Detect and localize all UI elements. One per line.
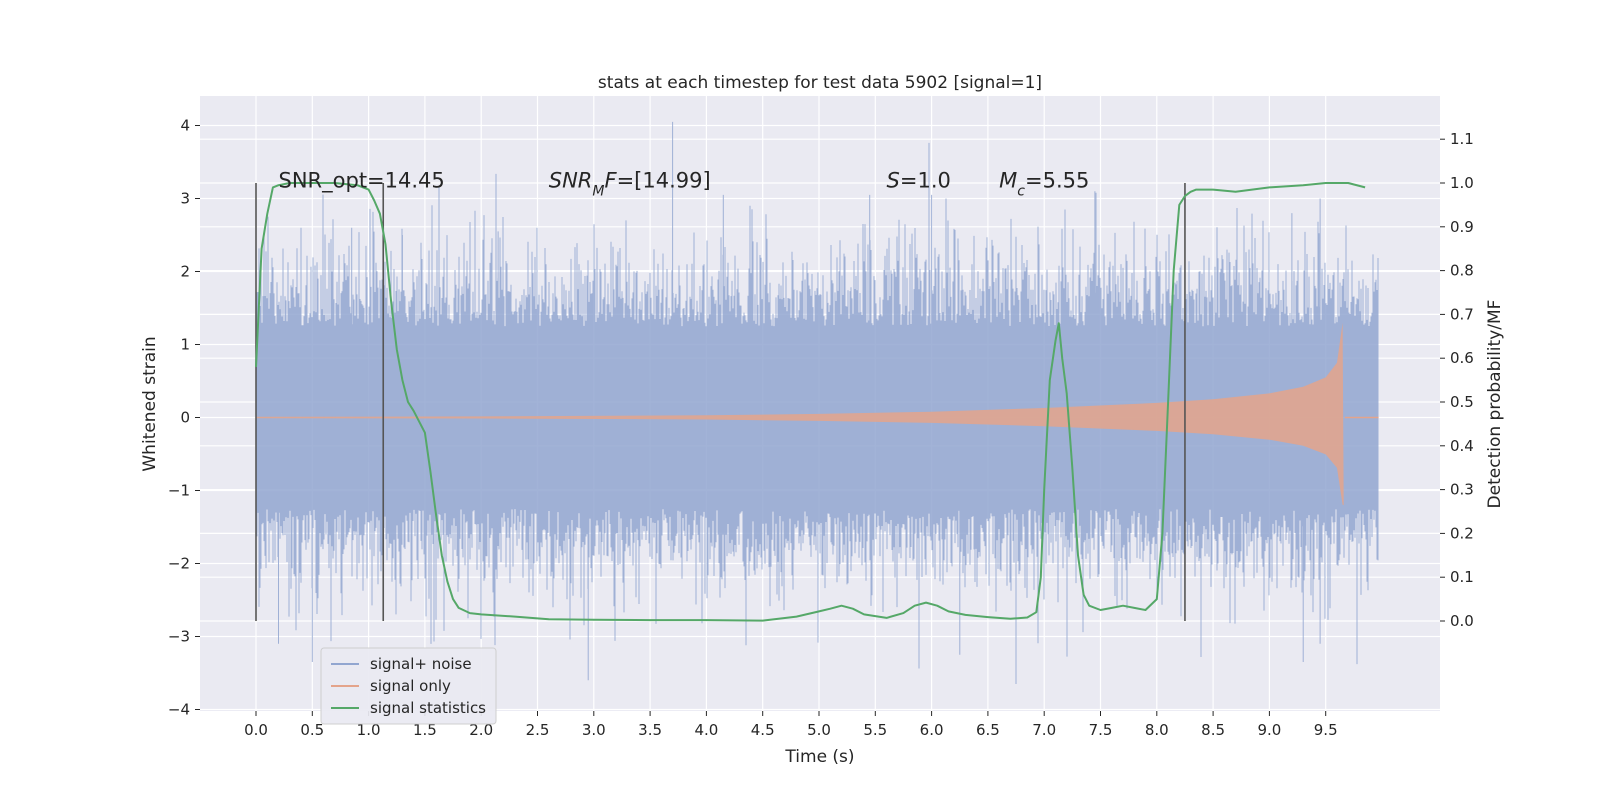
signal-statistics-line <box>255 182 1366 622</box>
x-tick-label: 2.5 <box>526 721 550 739</box>
axis-ticks: 0.0 0.5 1.0 1.5 2.0 2.5 3.0 3.5 4.0 4.5 5.0 5.5 6.0 6… <box>168 117 1474 740</box>
y2-tick-label: 0.8 <box>1450 262 1474 280</box>
x-tick-label: 4.0 <box>694 721 718 739</box>
y2-tick-label: 0.0 <box>1450 612 1474 630</box>
y2-tick-label: 0.2 <box>1450 524 1474 542</box>
legend-box <box>320 647 497 725</box>
x-tick-label: 3.0 <box>582 721 606 739</box>
y-tick-label: 3 <box>180 190 190 208</box>
x-axis-label: Time (s) <box>784 747 854 767</box>
y-tick-label: 1 <box>180 336 190 354</box>
y2-tick-label: 0.7 <box>1450 305 1474 323</box>
y2-tick-label: 0.6 <box>1450 349 1474 367</box>
x-tick-label: 6.0 <box>920 721 944 739</box>
y2-axis-label: Detection probability/MF <box>1485 300 1505 509</box>
x-tick-label: 5.0 <box>807 721 831 739</box>
x-tick-label: 7.0 <box>1032 721 1056 739</box>
x-tick-label: 1.5 <box>413 721 437 739</box>
y-tick-label: 0 <box>180 409 190 427</box>
legend-label-statistics: signal statistics <box>370 699 486 717</box>
y2-tick-label: 0.3 <box>1450 481 1474 499</box>
x-tick-label: 0.0 <box>244 721 268 739</box>
y-tick-label: 2 <box>180 263 190 281</box>
statistics-series <box>255 182 1366 622</box>
y2-tick-label: 0.9 <box>1450 218 1474 236</box>
x-tick-label: 4.5 <box>751 721 775 739</box>
x-tick-label: 8.0 <box>1145 721 1169 739</box>
x-tick-label: 9.0 <box>1257 721 1281 739</box>
y2-tick-label: 0.4 <box>1450 437 1474 455</box>
y-tick-label: −3 <box>168 628 190 646</box>
y2-tick-label: 1.0 <box>1450 174 1474 192</box>
y2-tick-label: 0.5 <box>1450 393 1474 411</box>
x-tick-label: 8.5 <box>1201 721 1225 739</box>
signal-series <box>256 322 1379 506</box>
signal-only-envelope <box>256 322 1344 506</box>
y-axis-label: Whitened strain <box>140 336 160 471</box>
x-tick-label: 6.5 <box>976 721 1000 739</box>
annotation-text: SNR_opt=14.45 <box>279 169 445 194</box>
x-tick-label: 2.0 <box>469 721 493 739</box>
annotations: SNR_opt=14.45 SNRMF=[14.99] S=1.0 Mc=5.55 <box>279 169 1090 200</box>
y-tick-label: −2 <box>168 555 190 573</box>
y-tick-label: 4 <box>180 117 190 135</box>
x-tick-label: 3.5 <box>638 721 662 739</box>
x-tick-label: 1.0 <box>357 721 381 739</box>
y2-tick-label: 0.1 <box>1450 568 1474 586</box>
legend-label-signal: signal only <box>370 677 451 695</box>
x-tick-label: 7.5 <box>1089 721 1113 739</box>
y2-tick-label: 1.1 <box>1450 130 1474 148</box>
x-tick-label: 9.5 <box>1314 721 1338 739</box>
x-tick-label: 0.5 <box>300 721 324 739</box>
x-tick-label: 5.5 <box>863 721 887 739</box>
y-tick-label: −1 <box>168 482 190 500</box>
annotation-text: Mc=5.55 <box>999 169 1089 200</box>
annotation-text: SNRMF=[14.99] <box>549 169 711 200</box>
y-tick-label: −4 <box>168 701 190 719</box>
vertical-markers <box>255 183 1186 621</box>
annotation-text: S=1.0 <box>887 169 951 193</box>
legend: signal+ noise signal only signal statist… <box>320 647 497 725</box>
chart-title: stats at each timestep for test data 590… <box>598 73 1042 93</box>
legend-label-noise: signal+ noise <box>370 655 472 673</box>
